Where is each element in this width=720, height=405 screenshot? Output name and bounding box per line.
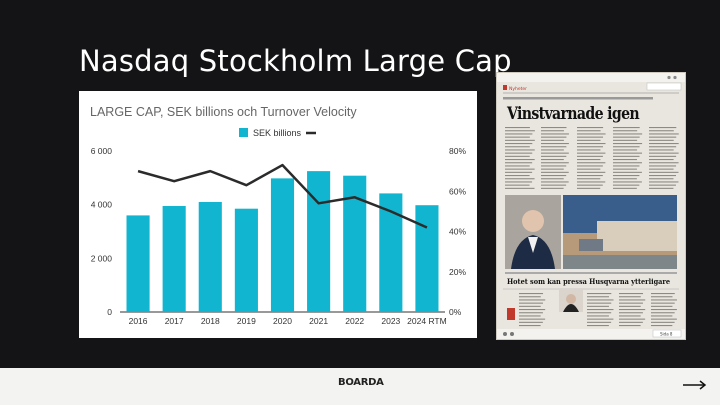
- clipping-text-columns: [505, 127, 679, 189]
- chart-panel: LARGE CAP, SEK billions och Turnover Vel…: [79, 91, 477, 338]
- bar: [379, 193, 403, 312]
- clipping-zoom: Sida 8: [660, 332, 673, 337]
- x-tick-label: 2016: [129, 316, 148, 326]
- y-left-tick-label: 4 000: [91, 200, 113, 210]
- bar: [343, 175, 367, 312]
- y-left-tick-label: 2 000: [91, 253, 113, 263]
- legend-label-bars: SEK billions: [253, 128, 302, 138]
- y-right-tick-label: 60%: [449, 186, 466, 196]
- clipping-text-columns-bottom: [519, 293, 677, 327]
- x-tick-label: 2018: [201, 316, 220, 326]
- x-tick-label: 2017: [165, 316, 184, 326]
- bar: [234, 208, 258, 312]
- bar: [198, 201, 222, 312]
- x-tick-label: 2020: [273, 316, 292, 326]
- legend-swatch-bars: [239, 128, 248, 137]
- bar-series: [126, 171, 439, 312]
- chart-svg: LARGE CAP, SEK billions och Turnover Vel…: [90, 105, 466, 326]
- slide-title: Nasdaq Stockholm Large Cap: [79, 44, 512, 78]
- y-right-tick-label: 20%: [449, 267, 466, 277]
- slide-footer: BOARDA: [0, 368, 720, 405]
- y-left-tick-label: 0: [107, 307, 112, 317]
- bar: [307, 171, 331, 312]
- x-tick-label: 2023: [381, 316, 400, 326]
- bar: [162, 206, 186, 312]
- bar: [126, 215, 150, 312]
- arrow-right-icon[interactable]: [682, 378, 708, 392]
- bar: [415, 205, 439, 312]
- x-tick-label: 2022: [345, 316, 364, 326]
- brand-logo: BOARDA: [338, 377, 384, 388]
- y-right-tick-label: 80%: [449, 146, 466, 156]
- x-tick-label: 2021: [309, 316, 328, 326]
- clipping-headline: Vinstvarnade igen: [506, 104, 639, 124]
- y-axis-left: 0 2 000 4 000 6 000: [91, 146, 113, 317]
- line-series: [137, 163, 428, 229]
- y-axis-right: 0% 20% 40% 60% 80%: [449, 146, 466, 317]
- bar: [270, 178, 295, 312]
- y-left-tick-label: 6 000: [91, 146, 113, 156]
- clipping-subheadline: Hotet som kan pressa Husqvarna ytterliga…: [507, 277, 670, 286]
- chart-title: LARGE CAP, SEK billions och Turnover Vel…: [90, 105, 357, 119]
- y-right-tick-label: 0%: [449, 307, 462, 317]
- x-tick-label: 2024 RTM: [407, 316, 447, 326]
- x-tick-label: 2019: [237, 316, 256, 326]
- legend: SEK billions: [239, 128, 316, 138]
- y-right-tick-label: 40%: [449, 227, 466, 237]
- clipping-image: Nyheter Vinstvarnade igen Hotet som kan …: [497, 73, 685, 339]
- newspaper-clipping: Nyheter Vinstvarnade igen Hotet som kan …: [496, 72, 686, 340]
- clipping-section: Nyheter: [509, 86, 527, 92]
- x-axis: 2016 2017 2018 2019 2020 2021 2022 2023 2024 RTM: [129, 316, 447, 326]
